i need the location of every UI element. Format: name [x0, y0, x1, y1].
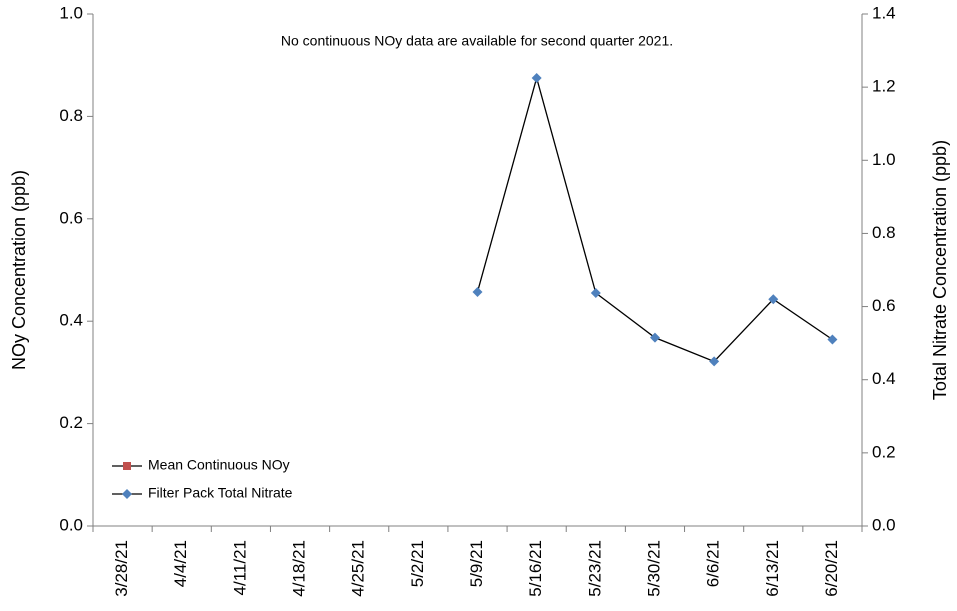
marker — [531, 73, 542, 83]
annotation: No continuous NOy data are available for… — [281, 33, 673, 49]
marker — [123, 462, 131, 470]
legend-label: Mean Continuous NOy — [148, 457, 290, 473]
y2-tick-label: 0.0 — [872, 515, 896, 534]
x-tick-label: 5/16/21 — [526, 540, 545, 597]
x-tick-label: 5/2/21 — [408, 540, 427, 587]
y-tick-label: 0.2 — [59, 413, 83, 432]
y2-tick-label: 0.8 — [872, 223, 896, 242]
y2-tick-label: 1.4 — [872, 3, 896, 22]
x-tick-label: 4/18/21 — [290, 540, 309, 597]
y2-tick-label: 0.4 — [872, 369, 896, 388]
y2-tick-label: 0.2 — [872, 442, 896, 461]
series-line — [476, 75, 833, 363]
x-tick-label: 5/23/21 — [585, 540, 604, 597]
marker — [472, 286, 483, 297]
x-tick-label: 3/28/21 — [112, 540, 131, 597]
y-tick-label: 0.4 — [59, 311, 83, 330]
marker — [827, 334, 838, 345]
y-tick-label: 0.8 — [59, 106, 83, 125]
y2-tick-label: 0.6 — [872, 296, 896, 315]
y-axis-title: NOy Concentration (ppb) — [9, 170, 29, 370]
marker — [709, 356, 720, 367]
marker — [122, 489, 132, 499]
y-tick-label: 0.6 — [59, 208, 83, 227]
legend-label: Filter Pack Total Nitrate — [148, 485, 293, 501]
y2-tick-label: 1.0 — [872, 150, 896, 169]
x-tick-label: 4/11/21 — [230, 540, 249, 595]
x-tick-label: 5/9/21 — [467, 540, 486, 587]
x-tick-label: 6/20/21 — [822, 540, 841, 597]
x-tick-label: 4/4/21 — [171, 540, 190, 587]
x-tick-label: 6/13/21 — [763, 540, 782, 597]
marker — [768, 294, 779, 305]
y-tick-label: 0.0 — [59, 515, 83, 534]
y2-axis-title: Total Nitrate Concentration (ppb) — [930, 140, 950, 400]
x-tick-label: 4/25/21 — [349, 540, 368, 597]
y-tick-label: 1.0 — [59, 3, 83, 22]
y2-tick-label: 1.2 — [872, 77, 896, 96]
x-tick-label: 6/6/21 — [704, 540, 723, 587]
marker — [590, 288, 601, 299]
marker — [649, 332, 660, 343]
x-tick-label: 5/30/21 — [644, 540, 663, 597]
